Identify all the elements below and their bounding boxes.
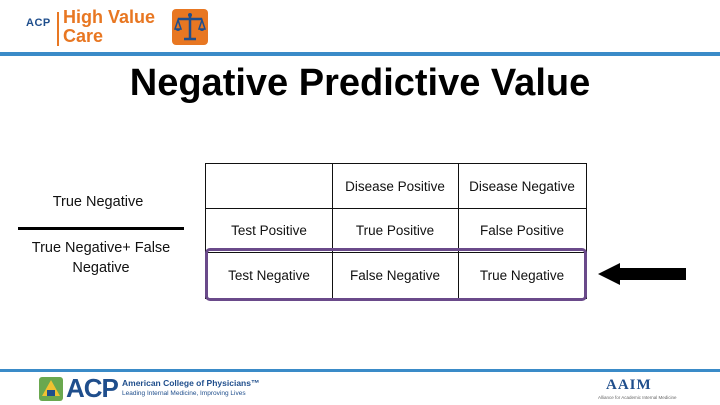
table-divider <box>206 252 586 253</box>
column-header-disease-negative: Disease Negative <box>469 178 575 194</box>
arrow-left-icon <box>598 263 686 285</box>
fraction-bar <box>18 227 184 230</box>
row-header-test-negative: Test Negative <box>228 267 310 283</box>
table-cell: False Positive <box>479 222 565 238</box>
footer-divider <box>0 369 720 372</box>
table-corner-cell <box>206 164 332 208</box>
aaim-footer-logo: AAIM Alliance for Academic Internal Medi… <box>598 376 678 402</box>
scale-icon <box>172 9 208 45</box>
acp-emblem-icon <box>39 377 63 401</box>
column-header-disease-positive: Disease Positive <box>345 178 445 194</box>
logo-divider <box>57 12 59 46</box>
acp-logo-text: ACP <box>66 373 119 403</box>
table-cell: True Negative <box>479 267 565 283</box>
logo-care-text: Care <box>63 26 104 46</box>
table-divider <box>206 208 586 209</box>
formula-numerator: True Negative <box>52 194 144 210</box>
formula-denominator: True Negative+ False Negative <box>31 240 171 276</box>
high-value-care-logo: ACP High Value Care <box>26 8 216 50</box>
table-divider <box>458 164 459 298</box>
logo-high-value-text: High Value <box>63 7 156 27</box>
acp-tagline: Leading Internal Medicine, Improving Liv… <box>122 390 246 397</box>
header-divider <box>0 52 720 56</box>
highlighted-row-outline <box>205 248 587 301</box>
row-header-test-positive: Test Positive <box>231 222 307 238</box>
acp-footer-logo: ACP American College of Physicians™ Lead… <box>38 373 260 403</box>
table-cell: True Positive <box>355 222 435 238</box>
table-divider <box>332 164 333 298</box>
aaim-logo-text: AAIM <box>606 377 652 393</box>
acp-full-name: American College of Physicians™ <box>122 378 260 388</box>
aaim-tagline: Alliance for Academic Internal Medicine <box>598 395 677 400</box>
slide-title: Negative Predictive Value <box>129 62 591 104</box>
logo-acp-text: ACP <box>26 17 51 29</box>
table-cell: False Negative <box>349 267 441 283</box>
